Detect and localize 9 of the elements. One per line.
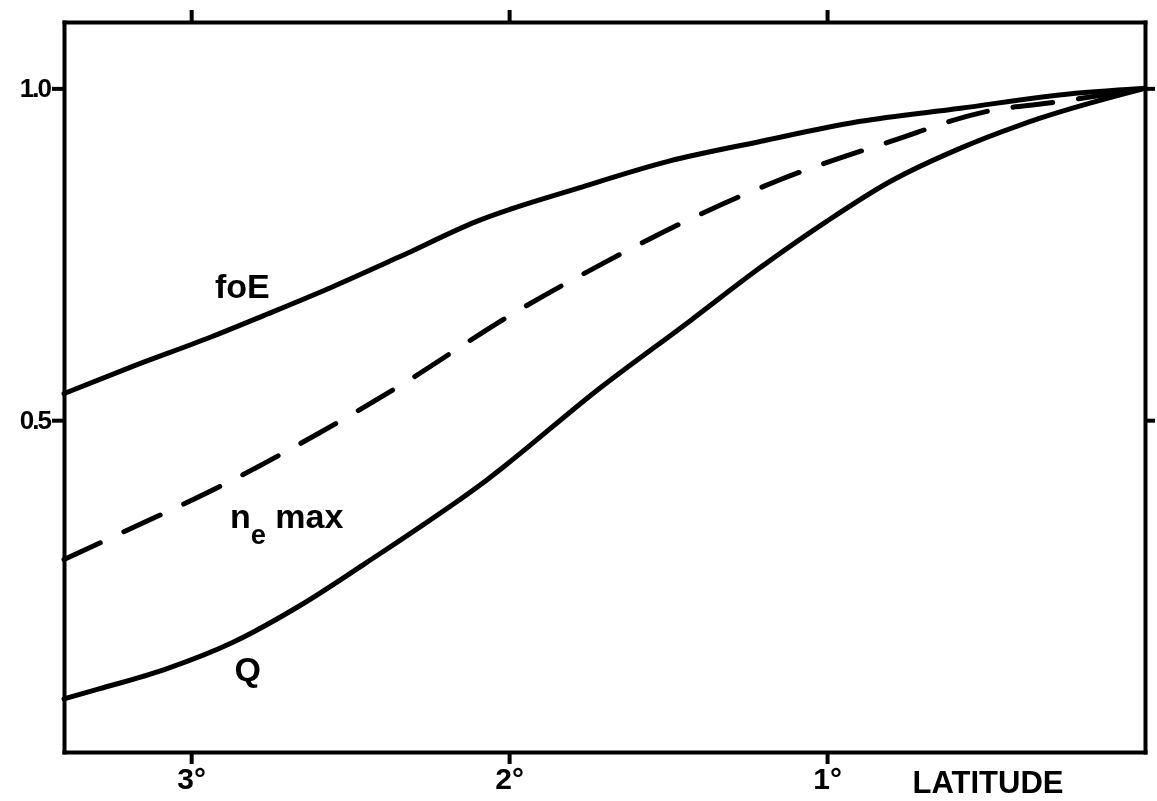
series-label: Q [234,650,261,689]
x-tick-label: 2° [495,761,524,795]
y-tick-label: 0.5 [19,405,52,435]
x-tick-label: 3° [177,761,207,795]
y-tick-label: 1.0 [19,73,52,104]
series-label: foE [214,267,270,306]
series-label: n$_{e}$ max [229,497,344,550]
x-tick-label: 1° [813,761,842,795]
x-axis-title: LATITUDE [912,764,1064,800]
